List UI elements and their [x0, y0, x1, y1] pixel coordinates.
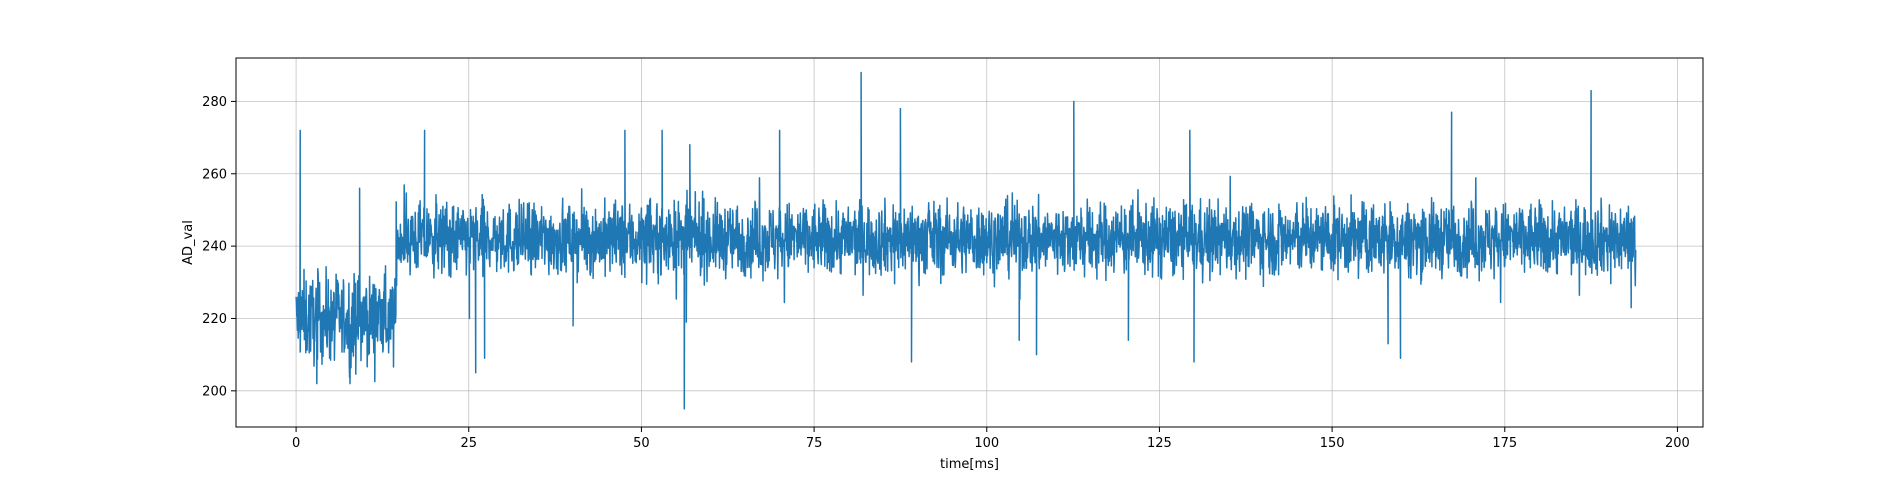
y-axis-ticks: 200 220 240 260 280: [202, 95, 236, 399]
y-tick-label: 240: [202, 240, 227, 255]
y-tick-label: 200: [202, 384, 227, 399]
series-layer: [295, 71, 1637, 410]
x-axis-label: time[ms]: [940, 457, 999, 472]
x-tick-label: 150: [1320, 436, 1345, 451]
y-tick-label: 260: [202, 167, 227, 182]
y-tick-label: 280: [202, 95, 227, 110]
series-line: [295, 71, 1637, 410]
x-axis-ticks: 0 25 50 75 100 125 150 175 200: [292, 427, 1690, 451]
plot-frame: [235, 57, 1704, 428]
x-tick-label: 200: [1665, 436, 1690, 451]
x-tick-label: 25: [460, 436, 477, 451]
x-tick-label: 125: [1147, 436, 1172, 451]
y-axis-label: AD_val: [181, 220, 196, 265]
x-tick-label: 75: [806, 436, 823, 451]
y-tick-label: 220: [202, 312, 227, 327]
x-tick-label: 50: [633, 436, 650, 451]
x-tick-label: 175: [1492, 436, 1517, 451]
x-tick-label: 100: [974, 436, 999, 451]
x-tick-label: 0: [292, 436, 300, 451]
